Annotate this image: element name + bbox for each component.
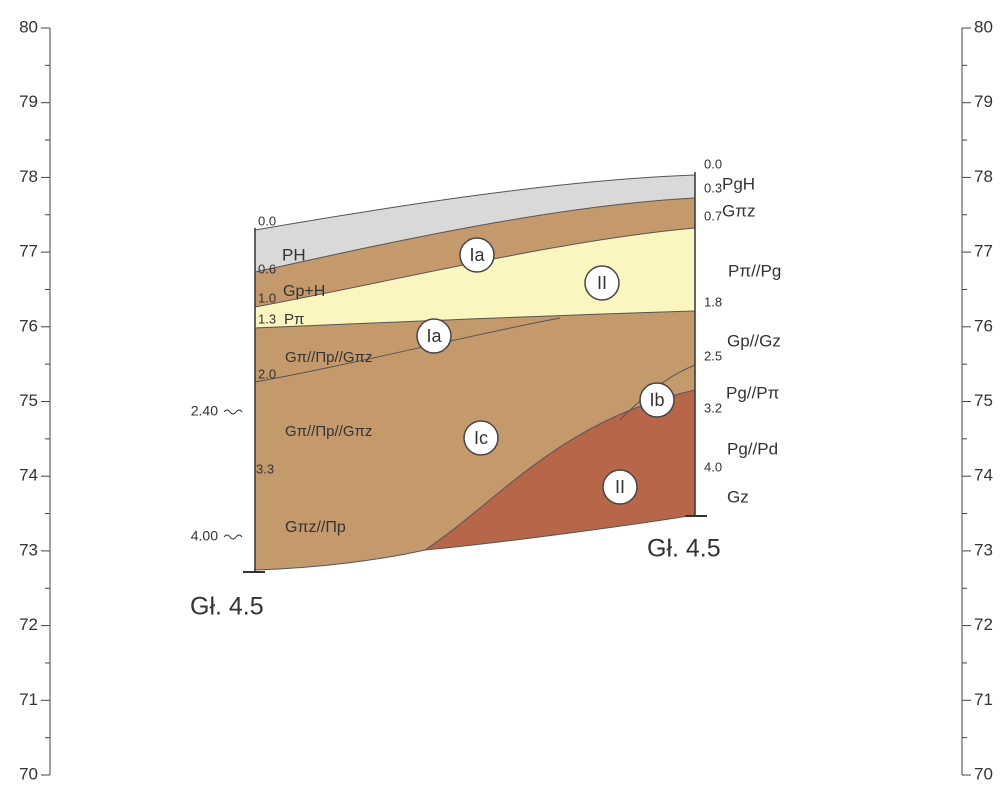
depth-label: 0.3 xyxy=(704,180,722,195)
scale-label: 71 xyxy=(974,690,993,709)
soil-label: PgH xyxy=(722,174,755,193)
cross-section: 80 79 78 77 76 75 74 73 72 71 70 80 79 78 77 76 75 74 73 72… xyxy=(0,0,1003,794)
soil-label: Gπ//Πp//Gπz xyxy=(285,349,372,366)
zone-label: Ia xyxy=(426,326,442,346)
scale-label: 74 xyxy=(974,466,993,485)
scale-label: 76 xyxy=(19,316,38,335)
depth-total: Gł. 4.5 xyxy=(647,535,721,563)
soil-label: Pg//Pπ xyxy=(726,383,779,402)
scale-label: 73 xyxy=(19,540,38,559)
depth-label: 1.3 xyxy=(258,311,276,326)
water-level: 2.40 xyxy=(191,403,218,419)
water-symbol xyxy=(224,535,242,539)
scale-label: 74 xyxy=(19,466,38,485)
zone-label: Ic xyxy=(474,428,488,448)
depth-label: 0.0 xyxy=(258,213,276,228)
depth-total: Gł. 4.5 xyxy=(190,593,264,621)
soil-label: PH xyxy=(282,245,306,264)
depth-label: 0.6 xyxy=(258,261,276,276)
water-level: 4.00 xyxy=(191,528,218,544)
page: {"left_scale": [80, 79, 78, 77, 76, 75, … xyxy=(0,0,1003,794)
depth-label: 0.0 xyxy=(704,156,722,171)
depth-label: 2.0 xyxy=(258,366,276,381)
soil-label: Gz xyxy=(727,487,749,506)
soil-label: Gp+H xyxy=(283,283,325,300)
soil-label: Pg//Pd xyxy=(727,439,778,458)
scale-label: 78 xyxy=(974,167,993,186)
scale-label: 77 xyxy=(974,242,993,261)
scale-label: 75 xyxy=(19,391,38,410)
scale-label: 80 xyxy=(974,17,993,36)
scale-label: 72 xyxy=(974,615,993,634)
scale-label: 70 xyxy=(974,764,993,783)
zone-label: Ib xyxy=(649,390,664,410)
zone-label: II xyxy=(615,477,625,497)
scale-label: 77 xyxy=(19,242,38,261)
depth-label: 0.7 xyxy=(704,208,722,223)
soil-label: Pπ xyxy=(284,311,304,328)
scale-label: 70 xyxy=(19,764,38,783)
zone-label: II xyxy=(597,273,607,293)
scale-label: 78 xyxy=(19,167,38,186)
soil-label: Gp//Gz xyxy=(727,331,781,350)
scale-label: 73 xyxy=(974,540,993,559)
zone-label: Ia xyxy=(469,245,485,265)
scale-label: 79 xyxy=(19,92,38,111)
depth-label: 1.0 xyxy=(258,290,276,305)
layers xyxy=(243,172,707,572)
depth-label: 1.8 xyxy=(704,294,722,309)
depth-label: 2.5 xyxy=(704,348,722,363)
scale-label: 79 xyxy=(974,92,993,111)
soil-label: Gπ//Πp//Gπz xyxy=(285,423,372,440)
depth-label: 3.2 xyxy=(704,400,722,415)
depth-label: 4.0 xyxy=(704,459,722,474)
scale-label: 80 xyxy=(19,17,38,36)
scale-label: 75 xyxy=(974,391,993,410)
scale-label: 72 xyxy=(19,615,38,634)
water-symbol xyxy=(224,410,242,414)
soil-label: Gπz//Πp xyxy=(285,519,346,536)
soil-label: Gπz xyxy=(722,201,755,220)
depth-label: 3.3 xyxy=(256,461,274,476)
scale-label: 76 xyxy=(974,316,993,335)
soil-label: Pπ//Pg xyxy=(728,261,781,280)
scale-label: 71 xyxy=(19,690,38,709)
